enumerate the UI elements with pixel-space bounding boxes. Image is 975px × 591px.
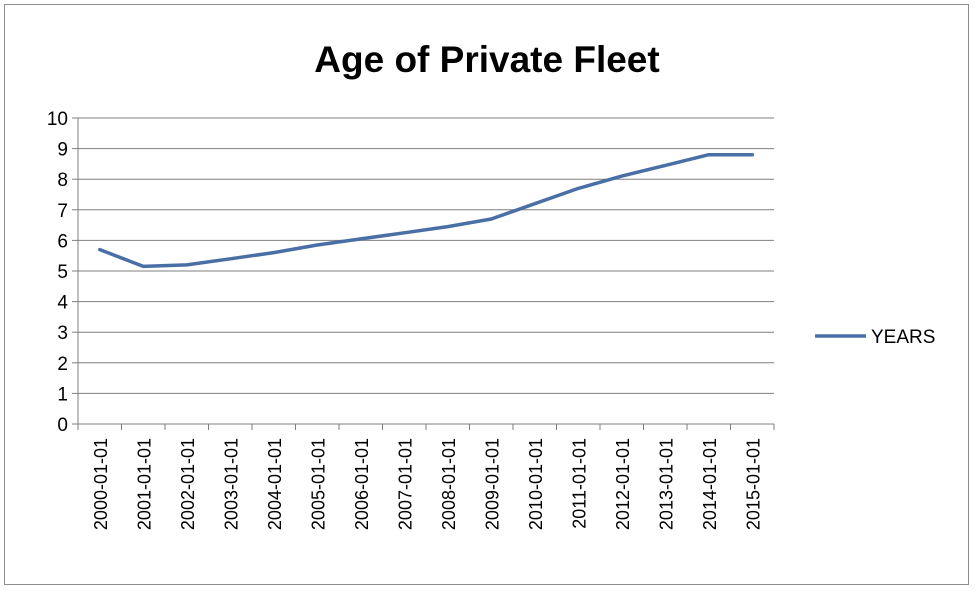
legend: YEARS bbox=[815, 327, 935, 348]
y-tick-label: 6 bbox=[57, 231, 68, 252]
y-tick-label: 2 bbox=[57, 354, 68, 375]
x-tick-label: 2003-01-01 bbox=[221, 438, 241, 530]
y-tick-label: 10 bbox=[47, 109, 68, 130]
y-tick-label: 3 bbox=[57, 323, 68, 344]
y-tick-label: 8 bbox=[57, 170, 68, 191]
x-tick-label: 2014-01-01 bbox=[700, 438, 720, 530]
x-tick-label: 2013-01-01 bbox=[656, 438, 676, 530]
x-tick-label: 2007-01-01 bbox=[395, 438, 415, 530]
series-lines bbox=[98, 152, 755, 269]
y-tick-label: 4 bbox=[57, 293, 68, 314]
x-tick-label: 2010-01-01 bbox=[526, 438, 546, 530]
x-tick-label: 2008-01-01 bbox=[439, 438, 459, 530]
x-tick-label: 2005-01-01 bbox=[308, 438, 328, 530]
y-tick-label: 5 bbox=[57, 262, 68, 283]
y-tick-label: 1 bbox=[57, 384, 68, 405]
y-tick-labels: 0 1 2 3 4 5 6 7 8 9 10 bbox=[47, 109, 69, 436]
legend-label-years: YEARS bbox=[871, 327, 935, 348]
chart-frame bbox=[4, 4, 969, 585]
y-tick-label: 9 bbox=[57, 140, 68, 161]
x-tick-label: 2002-01-01 bbox=[178, 438, 198, 530]
x-tick-labels: 2000-01-01 2001-01-01 2002-01-01 2003-01-01… bbox=[91, 438, 764, 530]
x-tick-label: 2000-01-01 bbox=[91, 438, 111, 530]
x-tick-label: 2006-01-01 bbox=[352, 438, 372, 530]
x-tick-label: 2011-01-01 bbox=[569, 438, 589, 529]
x-tick-label: 2004-01-01 bbox=[265, 438, 285, 530]
axes bbox=[72, 117, 775, 430]
grid-lines bbox=[78, 117, 774, 394]
x-tick-label: 2009-01-01 bbox=[482, 438, 502, 530]
chart-title: Age of Private Fleet bbox=[314, 39, 659, 80]
y-tick-label: 0 bbox=[57, 415, 68, 436]
series-line-years bbox=[98, 152, 755, 269]
x-tick-label: 2015-01-01 bbox=[743, 438, 763, 530]
x-tick-label: 2012-01-01 bbox=[613, 438, 633, 530]
y-tick-label: 7 bbox=[57, 201, 68, 222]
x-tick-label: 2001-01-01 bbox=[134, 438, 154, 530]
